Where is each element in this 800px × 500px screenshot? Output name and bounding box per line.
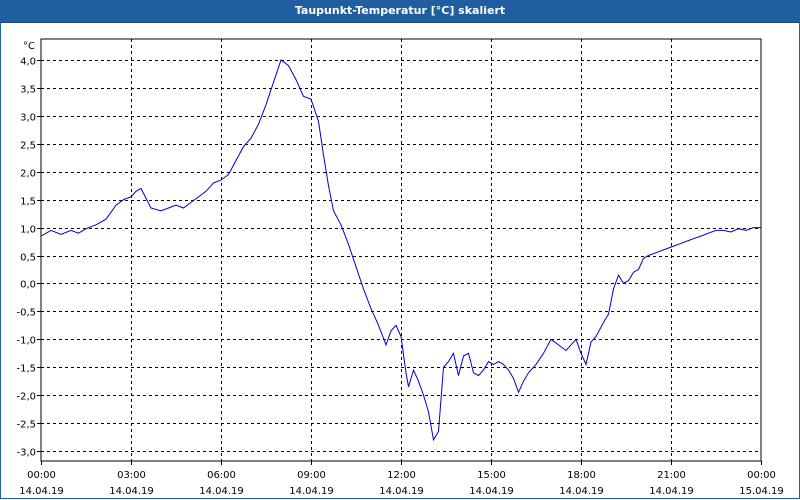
y-tick-label: 4,0 <box>20 57 36 68</box>
y-tick-label: 3,0 <box>20 113 36 124</box>
x-tick-time: 18:00 <box>567 470 596 481</box>
x-tick-time: 06:00 <box>207 470 236 481</box>
y-tick-label: -3,0 <box>16 448 36 459</box>
y-tick-label: -1,5 <box>16 364 36 375</box>
x-tick-date: 14.04.19 <box>379 486 424 497</box>
x-tick-time: 12:00 <box>387 470 416 481</box>
x-tick-date: 14.04.19 <box>19 486 64 497</box>
series-line <box>40 59 761 442</box>
x-tick-date: 14.04.19 <box>289 486 334 497</box>
y-tick-label: 0,5 <box>20 253 36 264</box>
x-tick-time: 21:00 <box>657 470 686 481</box>
y-tick-label: -2,0 <box>16 392 36 403</box>
y-tick-label: 1,0 <box>20 225 36 236</box>
y-tick-label: -0,5 <box>16 308 36 319</box>
x-tick-time: 15:00 <box>477 470 506 481</box>
y-tick-label: -1,0 <box>16 336 36 347</box>
y-tick-label: 3,5 <box>20 85 36 96</box>
y-tick-label: -2,5 <box>16 420 36 431</box>
x-tick-time: 09:00 <box>297 470 326 481</box>
x-tick-time: 00:00 <box>747 470 776 481</box>
chart-title: Taupunkt-Temperatur [°C] skaliert <box>294 4 506 17</box>
x-tick-date: 14.04.19 <box>469 486 514 497</box>
y-tick-label: 2,5 <box>20 141 36 152</box>
y-tick-label: 0,0 <box>20 280 36 291</box>
x-tick-date: 14.04.19 <box>199 486 244 497</box>
x-tick-time: 03:00 <box>117 470 146 481</box>
y-tick-label: 2,0 <box>20 169 36 180</box>
x-tick-date: 14.04.19 <box>559 486 604 497</box>
x-tick-time: 00:00 <box>27 470 56 481</box>
y-axis-unit: °C <box>23 41 35 52</box>
chart-title-bar: Taupunkt-Temperatur [°C] skaliert <box>0 0 800 23</box>
x-tick-date: 15.04.19 <box>739 486 784 497</box>
y-tick-label: 1,5 <box>20 197 36 208</box>
x-tick-date: 14.04.19 <box>109 486 154 497</box>
x-tick-date: 14.04.19 <box>649 486 694 497</box>
